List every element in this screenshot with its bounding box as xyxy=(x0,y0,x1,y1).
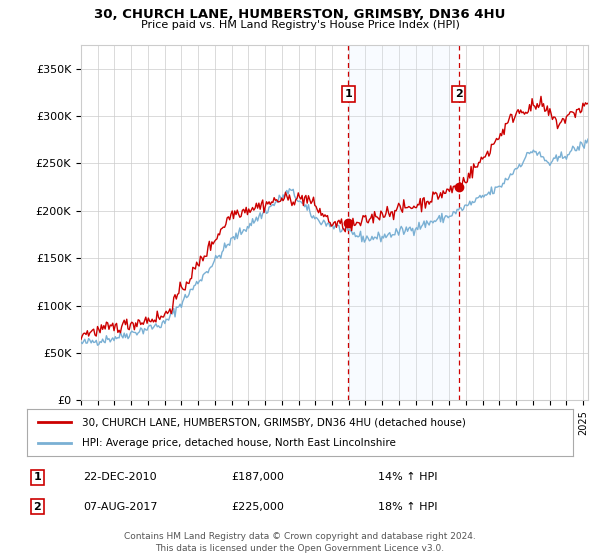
Text: 1: 1 xyxy=(344,89,352,99)
Text: 22-DEC-2010: 22-DEC-2010 xyxy=(83,472,157,482)
Text: 07-AUG-2017: 07-AUG-2017 xyxy=(83,502,157,512)
Text: Contains HM Land Registry data © Crown copyright and database right 2024.
This d: Contains HM Land Registry data © Crown c… xyxy=(124,532,476,553)
Text: £225,000: £225,000 xyxy=(232,502,284,512)
Text: 2: 2 xyxy=(34,502,41,512)
Text: 30, CHURCH LANE, HUMBERSTON, GRIMSBY, DN36 4HU (detached house): 30, CHURCH LANE, HUMBERSTON, GRIMSBY, DN… xyxy=(82,417,466,427)
Bar xyxy=(348,45,459,400)
Text: Price paid vs. HM Land Registry's House Price Index (HPI): Price paid vs. HM Land Registry's House … xyxy=(140,20,460,30)
Text: 14% ↑ HPI: 14% ↑ HPI xyxy=(378,472,438,482)
Text: 18% ↑ HPI: 18% ↑ HPI xyxy=(378,502,438,512)
Text: 1: 1 xyxy=(34,472,41,482)
Text: £187,000: £187,000 xyxy=(232,472,284,482)
Text: 30, CHURCH LANE, HUMBERSTON, GRIMSBY, DN36 4HU: 30, CHURCH LANE, HUMBERSTON, GRIMSBY, DN… xyxy=(94,8,506,21)
Text: HPI: Average price, detached house, North East Lincolnshire: HPI: Average price, detached house, Nort… xyxy=(82,438,395,448)
Text: 2: 2 xyxy=(455,89,463,99)
